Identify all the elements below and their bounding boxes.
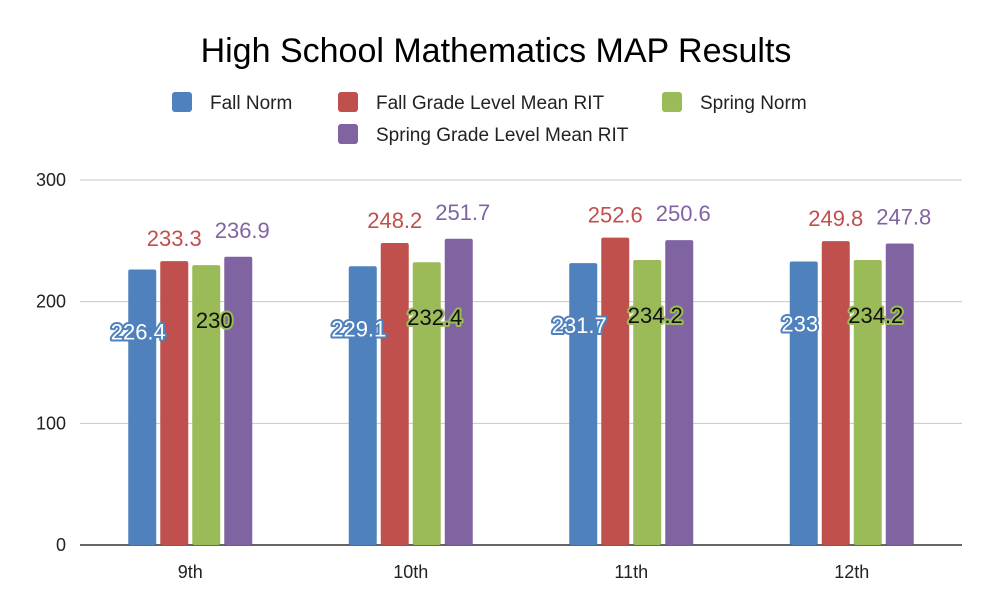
y-tick-label: 0 (56, 535, 66, 555)
data-label: 233.3 (147, 226, 202, 251)
y-tick-label: 200 (36, 292, 66, 312)
x-axis: 9th 10th 11th 12th (178, 562, 870, 582)
data-label: 226.4 (111, 320, 166, 345)
data-label: 252.6 (588, 203, 643, 228)
legend-label: Spring Norm (700, 93, 807, 114)
bar (569, 263, 598, 545)
bars (128, 237, 914, 546)
bar (192, 265, 221, 545)
bar (128, 269, 157, 545)
legend-item: Fall Grade Level Mean RIT (338, 92, 604, 114)
x-tick-label: 11th (614, 562, 648, 582)
data-label: 234.2 (848, 303, 903, 328)
chart-title: High School Mathematics MAP Results (201, 32, 792, 70)
legend-label: Fall Grade Level Mean RIT (376, 93, 604, 114)
bar (665, 240, 694, 545)
data-label: 232.4 (407, 305, 462, 330)
data-label: 230 (196, 308, 233, 333)
y-axis: 0 100 200 300 (36, 170, 66, 555)
legend-swatch (172, 92, 192, 112)
x-tick-label: 9th (178, 562, 203, 582)
data-label: 233 (781, 312, 818, 337)
bar (444, 238, 473, 545)
legend-item: Spring Norm (662, 92, 807, 114)
bar (885, 243, 914, 545)
data-label: 248.2 (367, 208, 422, 233)
bar (633, 260, 662, 545)
data-label: 251.7 (435, 200, 490, 225)
data-label: 247.8 (876, 205, 931, 230)
legend-label: Spring Grade Level Mean RIT (376, 125, 629, 146)
bar (348, 266, 377, 545)
legend-swatch (338, 124, 358, 144)
data-label: 234.2 (628, 303, 683, 328)
legend-label: Fall Norm (210, 93, 292, 114)
legend-item: Spring Grade Level Mean RIT (338, 124, 629, 146)
legend: Fall Norm Fall Grade Level Mean RIT Spring… (172, 92, 807, 146)
bar (160, 261, 189, 545)
bar (601, 237, 630, 546)
legend-swatch (662, 92, 682, 112)
bar (853, 260, 882, 545)
data-label: 249.8 (808, 206, 863, 231)
bar (380, 243, 409, 546)
data-label: 229.1 (331, 316, 386, 341)
data-labels: 226.4 233.3 230 236.9 229.1 248.2 232.4 251.7 23… (109, 198, 934, 347)
bar (224, 256, 253, 545)
data-label: 236.9 (215, 218, 270, 243)
data-label: 250.6 (656, 201, 711, 226)
legend-swatch (338, 92, 358, 112)
y-tick-label: 300 (36, 170, 66, 190)
bar (821, 241, 850, 545)
x-tick-label: 10th (393, 562, 428, 582)
bar (789, 261, 818, 545)
bar (412, 262, 441, 545)
y-tick-label: 100 (36, 413, 66, 433)
legend-item: Fall Norm (172, 92, 292, 114)
data-label: 231.7 (552, 313, 607, 338)
x-tick-label: 12th (834, 562, 869, 582)
